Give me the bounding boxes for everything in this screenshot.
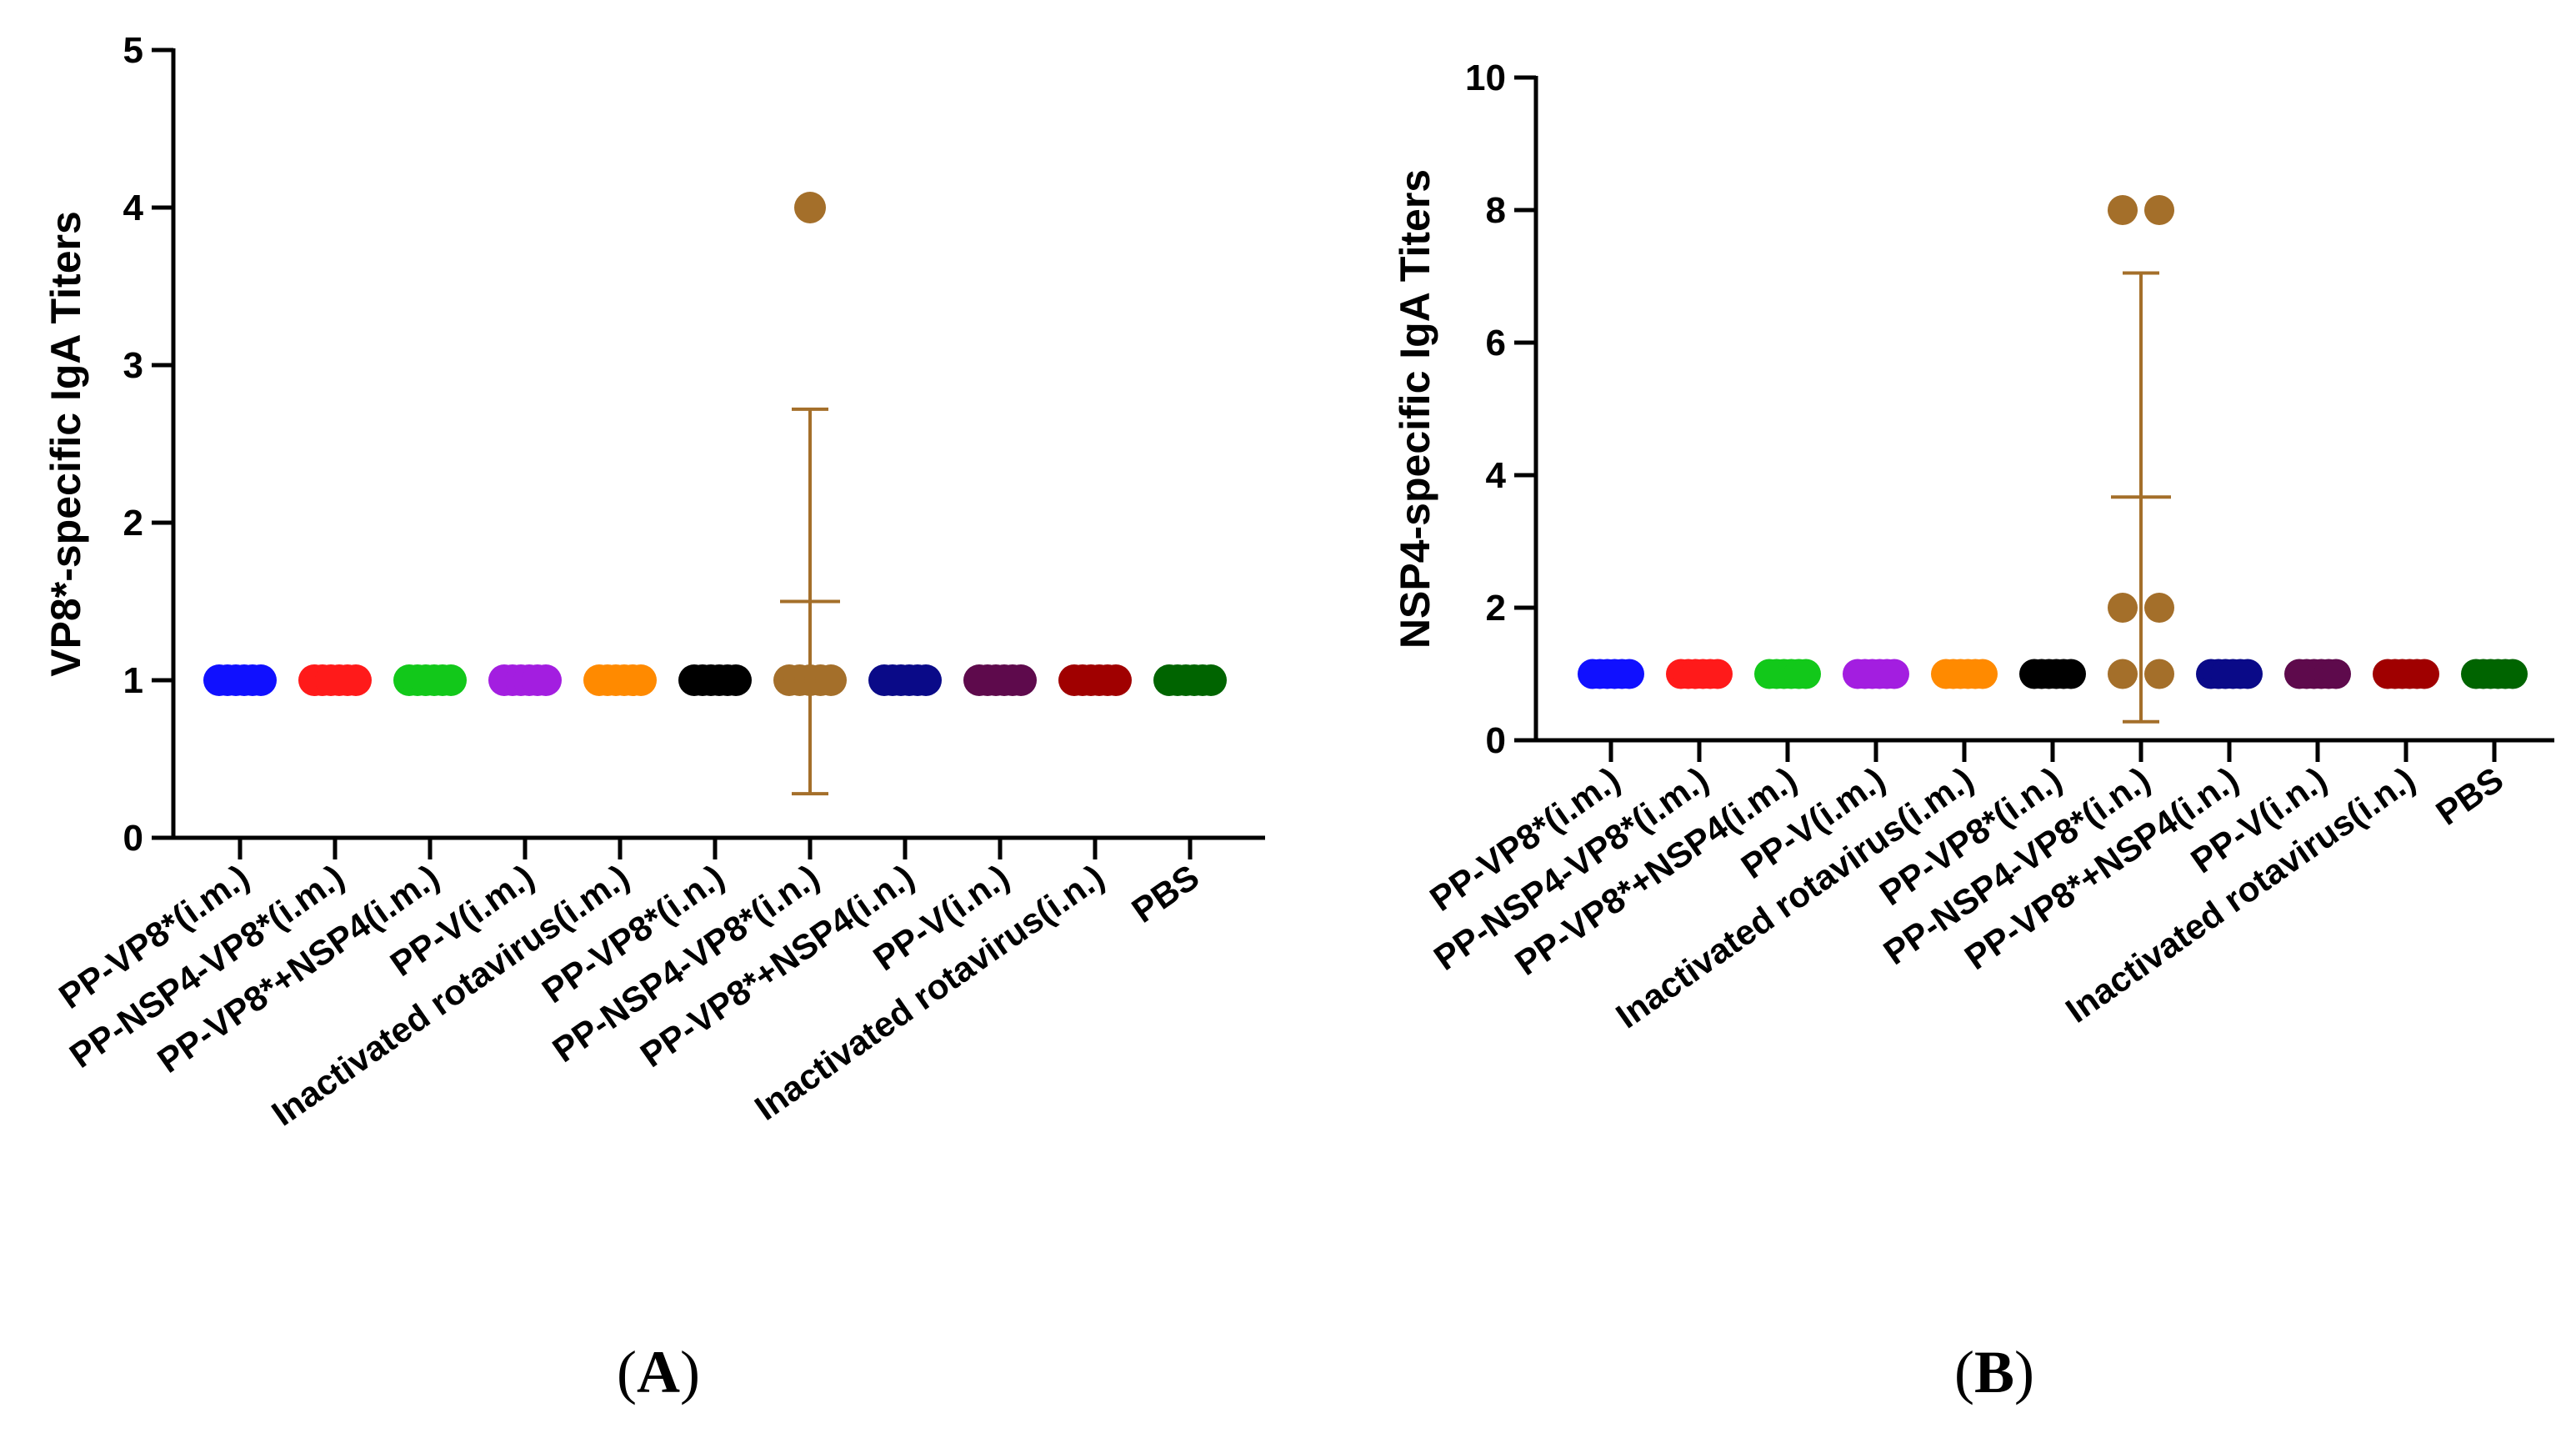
data-point	[2108, 593, 2138, 623]
y-axis-title: VP8*-specific IgA Titers	[43, 211, 89, 677]
data-point	[720, 664, 752, 696]
y-tick-label: 0	[123, 818, 143, 859]
data-point	[625, 664, 657, 696]
data-point	[340, 664, 372, 696]
x-tick-label: PBS	[2428, 759, 2510, 833]
data-point	[245, 664, 277, 696]
y-tick-label: 2	[123, 503, 143, 544]
caption-b: (B)	[1954, 1339, 2034, 1405]
y-tick-label: 4	[1486, 455, 1507, 496]
y-axis-title: NSP4-specific IgA Titers	[1392, 169, 1438, 649]
data-point	[2498, 659, 2528, 689]
data-point	[2108, 659, 2138, 689]
data-point	[1791, 659, 1821, 689]
data-point	[1968, 659, 1998, 689]
data-point	[2409, 659, 2439, 689]
y-tick-label: 2	[1486, 588, 1506, 629]
data-point	[794, 192, 826, 223]
data-point	[2233, 659, 2263, 689]
data-point	[910, 664, 942, 696]
data-point	[2108, 195, 2138, 225]
data-point	[1005, 664, 1037, 696]
y-tick-label: 5	[123, 30, 143, 71]
data-point	[435, 664, 467, 696]
data-point	[2144, 195, 2174, 225]
data-point	[1195, 664, 1227, 696]
data-point	[2321, 659, 2351, 689]
y-tick-label: 0	[1486, 720, 1506, 761]
data-point	[1879, 659, 1909, 689]
x-tick-label: PBS	[1124, 857, 1206, 930]
data-point	[1100, 664, 1132, 696]
data-point	[1703, 659, 1733, 689]
data-point	[1614, 659, 1644, 689]
y-tick-label: 8	[1486, 190, 1506, 231]
data-point	[815, 664, 847, 696]
data-point	[2144, 659, 2174, 689]
data-point	[2144, 593, 2174, 623]
data-point	[530, 664, 562, 696]
y-tick-label: 3	[123, 345, 143, 386]
y-tick-label: 6	[1486, 323, 1506, 363]
y-tick-label: 4	[123, 188, 144, 228]
caption-a: (A)	[617, 1339, 700, 1405]
data-point	[2056, 659, 2086, 689]
y-tick-label: 10	[1465, 58, 1506, 98]
y-tick-label: 1	[123, 660, 143, 701]
